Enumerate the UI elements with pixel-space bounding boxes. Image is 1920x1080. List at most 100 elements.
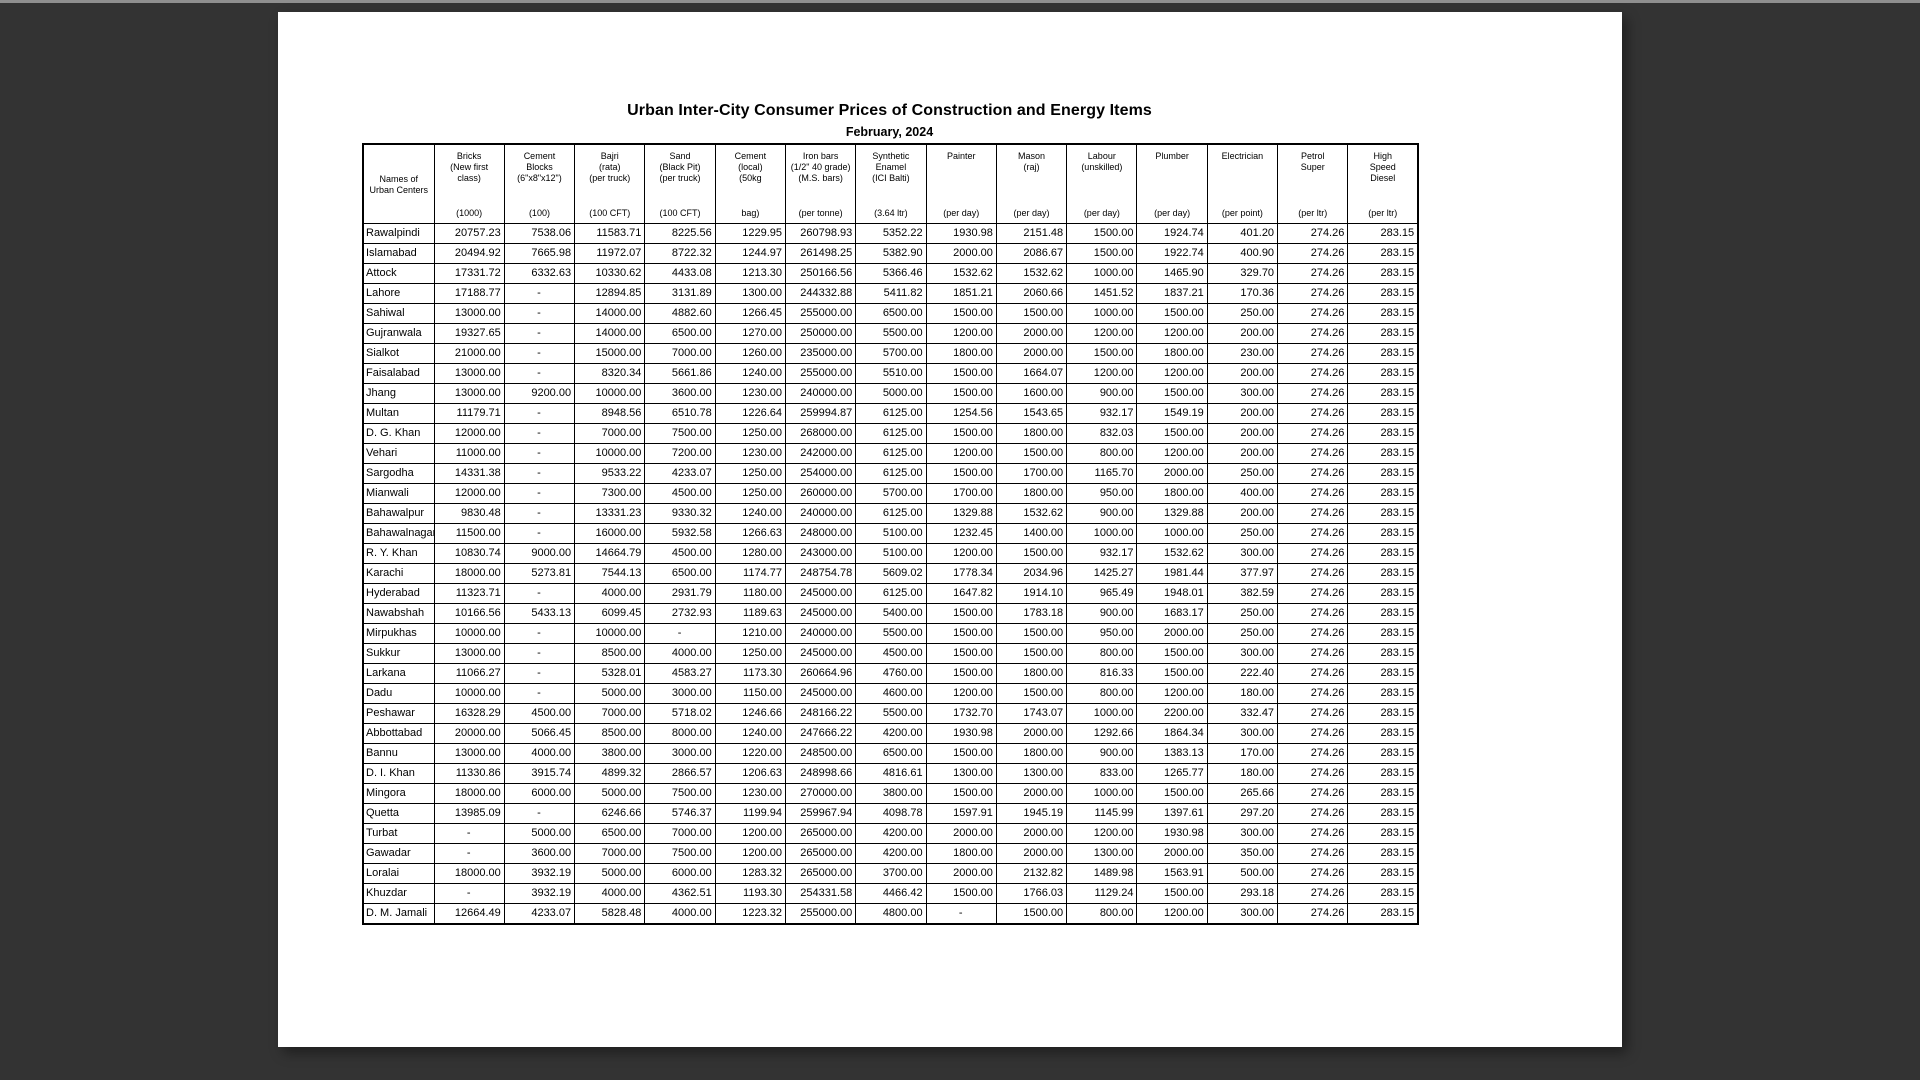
- value-cell: 5000.00: [574, 683, 646, 704]
- value-cell: 6125.00: [855, 403, 927, 424]
- value-cell: 230.00: [1206, 343, 1279, 364]
- value-cell: 1500.00: [925, 463, 997, 484]
- value-cell: -: [503, 363, 576, 384]
- value-cell: 4760.00: [855, 663, 927, 684]
- value-cell: 1700.00: [925, 483, 997, 504]
- value-cell: 2732.93: [644, 603, 716, 624]
- city-cell: Quetta: [362, 803, 435, 824]
- column-header-text: Cement Blocks (6"x8"x12") (100): [505, 145, 573, 223]
- header-line: (per day): [1013, 208, 1050, 219]
- value-cell: 283.15: [1347, 763, 1419, 784]
- value-cell: 5100.00: [855, 543, 927, 564]
- city-cell: Bannu: [362, 743, 435, 764]
- header-line: (per day): [1154, 208, 1191, 219]
- value-cell: 1864.34: [1136, 723, 1208, 744]
- column-header-synthetic-enamel: Synthetic Enamel (ICI Balti) (3.64 ltr): [855, 143, 927, 224]
- value-cell: 200.00: [1206, 363, 1279, 384]
- value-cell: 1220.00: [714, 743, 786, 764]
- header-top-lines: Painter: [947, 151, 976, 162]
- header-line: Bricks: [456, 151, 482, 161]
- value-cell: 2060.66: [995, 283, 1068, 304]
- value-cell: 5273.81: [503, 563, 576, 584]
- value-cell: 1200.00: [1066, 823, 1138, 844]
- value-cell: 1500.00: [1136, 643, 1208, 664]
- value-cell: 274.26: [1277, 263, 1349, 284]
- header-top-lines: Iron bars (1/2" 40 grade) (M.S. bars): [791, 151, 851, 183]
- value-cell: 900.00: [1066, 603, 1138, 624]
- column-header-cement-blocks: Cement Blocks (6"x8"x12") (100): [503, 143, 576, 224]
- value-cell: 274.26: [1277, 483, 1349, 504]
- value-cell: 950.00: [1066, 623, 1138, 644]
- value-cell: 1200.00: [925, 543, 997, 564]
- value-cell: 7500.00: [644, 423, 716, 444]
- value-cell: 274.26: [1277, 783, 1349, 804]
- table-row: Islamabad 20494.92 7665.98 11972.07 8722.32 1…: [362, 243, 1419, 264]
- value-cell: 5100.00: [855, 523, 927, 544]
- value-cell: 1000.00: [1066, 703, 1138, 724]
- value-cell: 300.00: [1206, 383, 1279, 404]
- value-cell: 1532.62: [995, 503, 1068, 524]
- value-cell: 13000.00: [433, 363, 505, 384]
- value-cell: 7000.00: [574, 703, 646, 724]
- table-row: Abbottabad 20000.00 5066.45 8500.00 8000.00 1…: [362, 723, 1419, 744]
- value-cell: 833.00: [1066, 763, 1138, 784]
- value-cell: 6500.00: [855, 303, 927, 324]
- value-cell: 13331.23: [574, 503, 646, 524]
- value-cell: -: [503, 683, 576, 704]
- value-cell: 1266.63: [714, 523, 786, 544]
- header-top-lines: High Speed Diesel: [1370, 151, 1396, 183]
- header-line: (50kg: [739, 172, 762, 183]
- value-cell: 274.26: [1277, 323, 1349, 344]
- value-cell: 1500.00: [925, 623, 997, 644]
- value-cell: 7300.00: [574, 483, 646, 504]
- header-line: (per day): [943, 208, 980, 219]
- table-row: Khuzdar -3932.19 4000.00 4362.51 1193.30 2543…: [362, 883, 1419, 904]
- city-cell: Jhang: [362, 383, 435, 404]
- header-line: (rata): [598, 161, 621, 172]
- value-cell: 243000.00: [784, 543, 857, 564]
- value-cell: 1240.00: [714, 723, 786, 744]
- value-cell: 1397.61: [1136, 803, 1208, 824]
- value-cell: 283.15: [1347, 343, 1419, 364]
- value-cell: 1129.24: [1066, 883, 1138, 904]
- value-cell: 1500.00: [925, 423, 997, 444]
- table-row: Turbat -5000.00 6500.00 7000.00 1200.00 26500…: [362, 823, 1419, 844]
- value-cell: 7000.00: [644, 823, 716, 844]
- value-cell: 400.90: [1206, 243, 1279, 264]
- document-title: Urban Inter-City Consumer Prices of Cons…: [627, 102, 1152, 119]
- value-cell: 5500.00: [855, 623, 927, 644]
- header-line: (Black Pit): [659, 161, 701, 172]
- value-cell: 1766.03: [995, 883, 1068, 904]
- header-line: (per ltr): [1298, 208, 1328, 219]
- value-cell: 7000.00: [574, 843, 646, 864]
- value-cell: -: [503, 663, 576, 684]
- value-cell: 1500.00: [925, 883, 997, 904]
- value-cell: 1930.98: [925, 723, 997, 744]
- value-cell: 3000.00: [644, 743, 716, 764]
- header-bottom-lines: bag): [741, 208, 759, 219]
- value-cell: 8500.00: [574, 643, 646, 664]
- value-cell: 1000.00: [1066, 303, 1138, 324]
- value-cell: 4899.32: [574, 763, 646, 784]
- value-cell: 15000.00: [574, 343, 646, 364]
- value-cell: 2931.79: [644, 583, 716, 604]
- value-cell: 11000.00: [433, 443, 505, 464]
- value-cell: 5411.82: [855, 283, 927, 304]
- header-line: (per ltr): [1368, 208, 1398, 219]
- value-cell: 1200.00: [1136, 903, 1208, 925]
- header-line: (6"x8"x12"): [517, 172, 562, 183]
- value-cell: 8948.56: [574, 403, 646, 424]
- header-line: Labour: [1087, 151, 1116, 161]
- column-header-text: Mason (raj) (per day): [997, 145, 1065, 223]
- value-cell: 260798.93: [784, 223, 857, 244]
- table-row: Bannu 13000.00 4000.00 3800.00 3000.00 1220.0…: [362, 743, 1419, 764]
- city-cell: Nawabshah: [362, 603, 435, 624]
- value-cell: 18000.00: [433, 563, 505, 584]
- column-header-cement-local: Cement (local) (50kg bag): [714, 143, 786, 224]
- value-cell: 274.26: [1277, 403, 1349, 424]
- header-line: (1000): [456, 208, 483, 219]
- value-cell: 274.26: [1277, 903, 1349, 925]
- header-line: Sand: [669, 151, 691, 161]
- value-cell: 1700.00: [995, 463, 1068, 484]
